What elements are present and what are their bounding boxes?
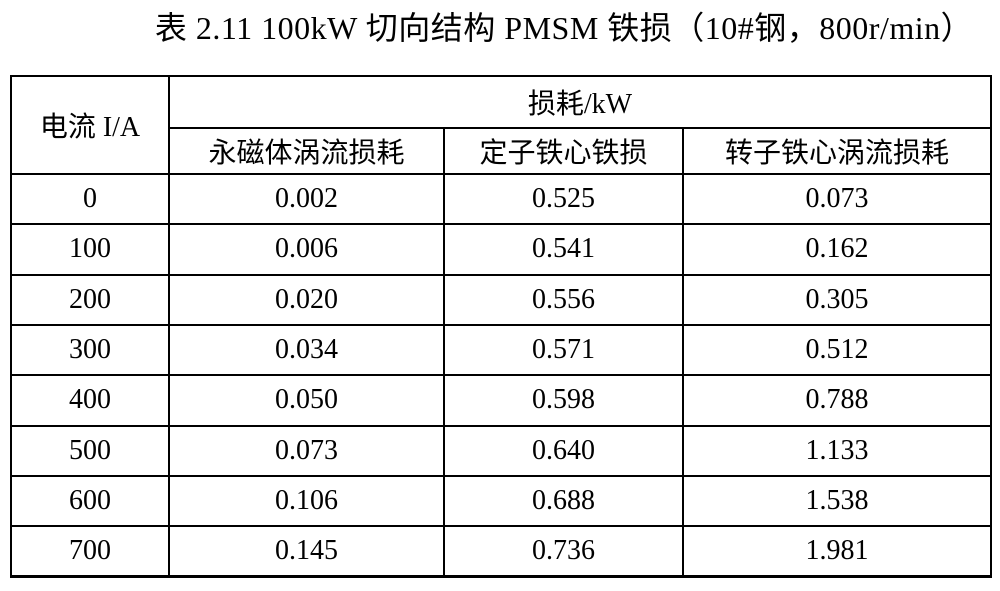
cell-current: 300 (10, 323, 170, 377)
table-row: 400 0.050 0.598 0.788 (10, 374, 992, 427)
cell-pm-eddy-loss: 0.020 (168, 273, 445, 326)
cell-current: 600 (10, 474, 170, 528)
header-loss-group: 损耗/kW (168, 75, 992, 129)
iron-loss-table: 电流 I/A 损耗/kW 永磁体涡流损耗 定子铁心铁损 转子铁心涡流损耗 0 0… (10, 75, 992, 579)
cell-rotor-eddy-loss: 1.538 (682, 474, 992, 528)
cell-stator-iron-loss: 0.525 (443, 172, 684, 226)
table-row: 500 0.073 0.640 1.133 (10, 424, 992, 477)
cell-current: 700 (10, 525, 170, 579)
cell-current: 0 (10, 172, 170, 226)
cell-current: 200 (10, 273, 170, 326)
cell-pm-eddy-loss: 0.002 (168, 172, 445, 226)
cell-pm-eddy-loss: 0.034 (168, 323, 445, 377)
cell-rotor-eddy-loss: 1.133 (682, 424, 992, 477)
table-row: 200 0.020 0.556 0.305 (10, 273, 992, 326)
cell-rotor-eddy-loss: 1.981 (682, 525, 992, 579)
header-stator-iron-loss: 定子铁心铁损 (443, 127, 684, 175)
cell-pm-eddy-loss: 0.145 (168, 525, 445, 579)
header-rotor-eddy-loss: 转子铁心涡流损耗 (682, 127, 992, 175)
cell-rotor-eddy-loss: 0.512 (682, 323, 992, 377)
cell-stator-iron-loss: 0.736 (443, 525, 684, 579)
cell-stator-iron-loss: 0.556 (443, 273, 684, 326)
header-current: 电流 I/A (10, 75, 170, 175)
cell-stator-iron-loss: 0.598 (443, 374, 684, 427)
table-row: 700 0.145 0.736 1.981 (10, 525, 992, 579)
cell-pm-eddy-loss: 0.106 (168, 474, 445, 528)
cell-stator-iron-loss: 0.688 (443, 474, 684, 528)
cell-current: 100 (10, 223, 170, 276)
cell-rotor-eddy-loss: 0.073 (682, 172, 992, 226)
table-caption: 表 2.11 100kW 切向结构 PMSM 铁损（10#钢，800r/min） (154, 10, 974, 46)
cell-stator-iron-loss: 0.571 (443, 323, 684, 377)
cell-pm-eddy-loss: 0.006 (168, 223, 445, 276)
cell-current: 400 (10, 374, 170, 427)
cell-pm-eddy-loss: 0.073 (168, 424, 445, 477)
cell-pm-eddy-loss: 0.050 (168, 374, 445, 427)
cell-rotor-eddy-loss: 0.788 (682, 374, 992, 427)
header-row-top: 电流 I/A 损耗/kW (10, 75, 992, 175)
cell-stator-iron-loss: 0.541 (443, 223, 684, 276)
cell-rotor-eddy-loss: 0.305 (682, 273, 992, 326)
table-row: 100 0.006 0.541 0.162 (10, 223, 992, 276)
table-row: 300 0.034 0.571 0.512 (10, 323, 992, 377)
cell-current: 500 (10, 424, 170, 477)
cell-stator-iron-loss: 0.640 (443, 424, 684, 477)
table-row: 0 0.002 0.525 0.073 (10, 172, 992, 226)
table-row: 600 0.106 0.688 1.538 (10, 474, 992, 528)
cell-rotor-eddy-loss: 0.162 (682, 223, 992, 276)
header-pm-eddy-loss: 永磁体涡流损耗 (168, 127, 445, 175)
header-row-sub: 永磁体涡流损耗 定子铁心铁损 转子铁心涡流损耗 (11, 127, 992, 175)
